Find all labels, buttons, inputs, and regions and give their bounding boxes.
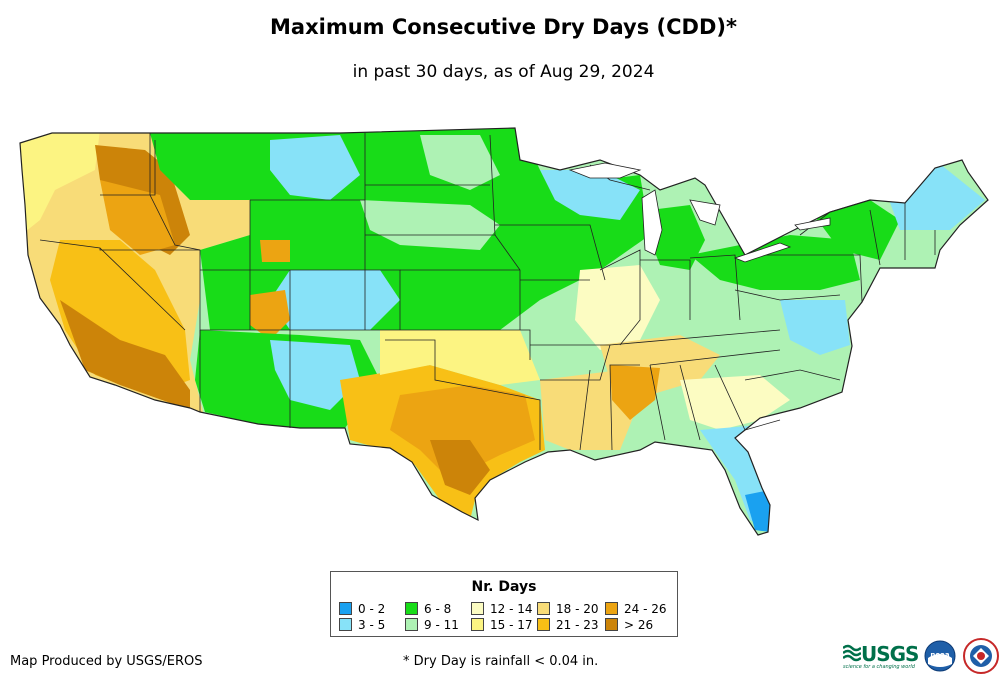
noaa-logo: noaa	[924, 640, 956, 672]
wy-24-26	[260, 240, 290, 262]
nd-9-11	[420, 135, 500, 190]
pnw-15-17	[20, 130, 100, 240]
ny-6-8	[810, 200, 900, 260]
swatch-0-2	[339, 602, 352, 615]
mo-ar-ms-border	[530, 344, 666, 451]
legend-label: 3 - 5	[358, 618, 386, 632]
dakotas-ne-border	[364, 133, 520, 271]
ks-ok-tx-border	[385, 329, 541, 450]
colorado-3-5	[270, 270, 400, 330]
map-title: Maximum Consecutive Dry Days (CDD)*	[270, 15, 737, 39]
legend-item-6-8: 6 - 8	[405, 602, 451, 616]
legend-label: 24 - 26	[624, 602, 667, 616]
utah-24-26	[250, 290, 290, 340]
swatch-6-8	[405, 602, 418, 615]
legend-item-18-20: 18 - 20	[537, 602, 599, 616]
great-lakes	[568, 162, 831, 263]
montana-3-5	[270, 135, 360, 200]
ga-sc-12-14	[680, 375, 790, 430]
legend-label: 0 - 2	[358, 602, 386, 616]
legend-item-over-26: > 26	[605, 618, 653, 632]
usgs-wordmark: USGS	[861, 642, 919, 666]
lake-huron	[689, 199, 721, 226]
us-outline	[19, 127, 989, 536]
legend-item-3-5: 3 - 5	[339, 618, 385, 632]
dry-day-footnote: * Dry Day is rainfall < 0.04 in.	[403, 654, 599, 669]
legend-label: 6 - 8	[424, 602, 452, 616]
legend: Nr. Days 0 - 2 3 - 5 6 - 8 9 - 11 12 - 1…	[330, 571, 678, 637]
ms-24-26	[610, 365, 660, 420]
wa-or-id-border	[100, 133, 201, 340]
mn-ia-border	[489, 134, 606, 330]
legend-item-24-26: 24 - 26	[605, 602, 667, 616]
legend-label: 9 - 11	[424, 618, 459, 632]
legend-title: Nr. Days	[471, 579, 537, 595]
ca-nv-border	[39, 239, 201, 412]
legend-item-12-14: 12 - 14	[471, 602, 533, 616]
texas-24-26	[390, 385, 535, 480]
swatch-3-5	[339, 618, 352, 631]
swatch-9-11	[405, 618, 418, 631]
swatch-15-17	[471, 618, 484, 631]
map-subtitle: in past 30 days, as of Aug 29, 2024	[352, 62, 655, 82]
florida-0-2	[745, 490, 770, 532]
mid-atlantic-3-5	[780, 300, 850, 355]
ok-ks-15-17	[380, 330, 540, 385]
legend-item-0-2: 0 - 2	[339, 602, 385, 616]
usgs-wave-icon	[843, 644, 861, 662]
il-in-oh-border	[599, 249, 741, 346]
swatch-12-14	[471, 602, 484, 615]
mn-3-5	[540, 170, 640, 220]
lake-superior	[568, 162, 642, 179]
nm-3-5	[270, 340, 360, 410]
legend-label: 15 - 17	[490, 618, 533, 632]
legend-item-15-17: 15 - 17	[471, 618, 533, 632]
swatch-24-26	[605, 602, 618, 615]
legend-item-21-23: 21 - 23	[537, 618, 599, 632]
ky-tn-va-pa-border	[609, 254, 863, 366]
usgs-tagline: science for a changing world	[843, 664, 915, 670]
legend-item-9-11: 9 - 11	[405, 618, 459, 632]
michigan-6-8	[650, 205, 705, 270]
borders	[19, 127, 989, 536]
swatch-21-23	[537, 618, 550, 631]
usgs-logo: USGS science for a changing world	[843, 642, 919, 670]
legend-label: 21 - 23	[556, 618, 599, 632]
al-ga-sc-border	[679, 364, 841, 441]
legend-label: 12 - 14	[490, 602, 533, 616]
mo-il-12-14	[575, 265, 660, 350]
ohio-pa-6-8	[690, 235, 860, 290]
ut-az-border	[200, 200, 400, 428]
texas-over-26	[430, 440, 490, 495]
legend-label: > 26	[624, 618, 654, 632]
map-credit: Map Produced by USGS/EROS	[10, 654, 203, 669]
lake-ontario	[794, 217, 831, 231]
noaa-text: noaa	[930, 651, 950, 659]
nws-logo	[963, 638, 999, 674]
swatch-18-20	[537, 602, 550, 615]
lake-michigan	[641, 189, 663, 256]
swatch-over-26	[605, 618, 618, 631]
ny-new-england-border	[799, 199, 936, 266]
legend-label: 18 - 20	[556, 602, 599, 616]
sd-9-11	[360, 200, 500, 250]
idaho-24-26	[100, 180, 175, 255]
lake-erie	[733, 242, 792, 263]
socal-az-over-26	[60, 300, 190, 410]
cdd-fill	[20, 128, 988, 535]
